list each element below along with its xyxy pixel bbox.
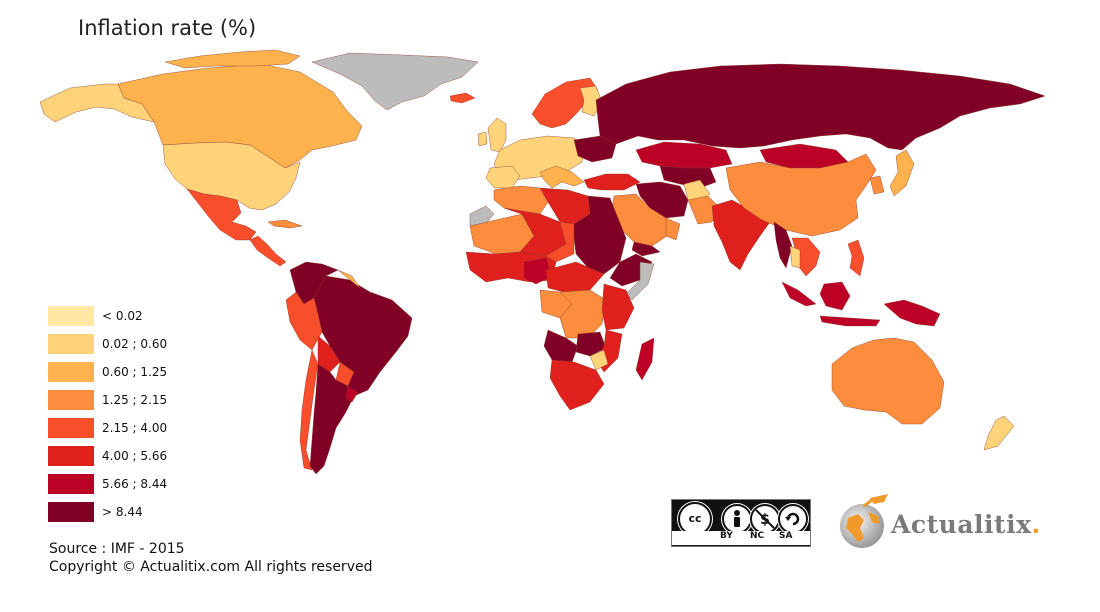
region-yemen [631, 241, 661, 257]
region-bolivia [317, 335, 341, 373]
legend-item: 5.66 ; 8.44 [48, 474, 248, 494]
source-note: Source : IMF - 2015 [49, 541, 185, 557]
legend-label: 0.02 ; 0.60 [102, 337, 168, 351]
region-uk [487, 117, 507, 153]
legend-label: < 0.02 [102, 309, 143, 323]
by-label: BY [720, 531, 733, 541]
region-iceland [449, 92, 476, 104]
region-drc [559, 289, 607, 339]
region-mongolia [759, 143, 849, 169]
legend-swatch [48, 474, 94, 494]
region-indonesia-west [781, 281, 817, 307]
region-ecuador-peru [285, 291, 323, 351]
legend-swatch [48, 334, 94, 354]
legend-item: 0.60 ; 1.25 [48, 362, 248, 382]
nc-label: NC [750, 531, 765, 541]
region-philippines [847, 239, 865, 277]
region-new-guinea [883, 299, 941, 327]
region-central-america [249, 235, 287, 267]
nc-icon: $ [750, 504, 780, 534]
legend-label: 2.15 ; 4.00 [102, 421, 168, 435]
region-maghreb [493, 185, 549, 215]
region-kazakhstan [635, 141, 733, 169]
region-guianas [337, 269, 361, 289]
region-japan [889, 149, 915, 197]
region-canada [117, 63, 363, 169]
region-alaska [39, 83, 155, 123]
brand-dot: . [1031, 510, 1041, 539]
legend-label: 4.00 ; 5.66 [102, 449, 168, 463]
region-uruguay [345, 385, 359, 403]
region-greenland [311, 52, 479, 111]
region-west-sahara [469, 205, 495, 227]
legend-item: 1.25 ; 2.15 [48, 390, 248, 410]
legend-label: 1.25 ; 2.15 [102, 393, 168, 407]
region-new-zealand [983, 415, 1015, 451]
legend-item: > 8.44 [48, 502, 248, 522]
legend-label: 5.66 ; 8.44 [102, 477, 168, 491]
actualitix-logo: Actualitix. [834, 492, 1044, 552]
sa-label: SA [779, 531, 793, 541]
region-chile [299, 349, 319, 471]
region-madagascar [635, 337, 655, 381]
legend-label: > 8.44 [102, 505, 143, 519]
brand-name: Actualitix [891, 510, 1032, 539]
legend-swatch [48, 362, 94, 382]
legend-label: 0.60 ; 1.25 [102, 365, 168, 379]
region-oman-uae [665, 217, 681, 241]
region-caribbean [267, 219, 303, 229]
legend-item: 4.00 ; 5.66 [48, 446, 248, 466]
by-icon [722, 504, 752, 534]
legend-swatch [48, 306, 94, 326]
region-borneo [819, 281, 851, 311]
region-finland [579, 85, 603, 117]
region-zimbabwe [589, 349, 609, 371]
region-china [725, 153, 877, 237]
map-title: Inflation rate (%) [78, 16, 257, 40]
copyright-note: Copyright © Actualitix.com All rights re… [49, 559, 373, 575]
region-mexico [186, 188, 257, 241]
region-east-africa [601, 283, 635, 331]
region-italy-balkans [539, 165, 585, 189]
region-zambia [575, 331, 607, 357]
actualitix-wordmark: Actualitix. [891, 510, 1041, 539]
legend-item: 0.02 ; 0.60 [48, 334, 248, 354]
legend-swatch [48, 390, 94, 410]
cc-license-badge: cc $ BY NC SA [671, 499, 811, 547]
region-java-timor [819, 315, 881, 327]
region-iran [635, 181, 689, 219]
region-ireland [477, 131, 488, 147]
region-russia [595, 63, 1046, 151]
region-turkey [583, 173, 641, 191]
globe-icon [840, 494, 888, 548]
region-australia [831, 337, 945, 425]
region-southern-africa [549, 359, 605, 411]
region-thailand [789, 245, 801, 269]
region-argentina [309, 363, 355, 475]
region-korea [869, 175, 885, 195]
legend-swatch [48, 418, 94, 438]
legend-swatch [48, 502, 94, 522]
region-somalia [625, 261, 655, 301]
legend-swatch [48, 446, 94, 466]
region-nigeria [523, 257, 553, 285]
region-arctic-islands [164, 49, 301, 69]
region-myanmar [773, 221, 793, 269]
legend-item: 2.15 ; 4.00 [48, 418, 248, 438]
legend-item: < 0.02 [48, 306, 248, 326]
sa-icon [778, 504, 808, 534]
